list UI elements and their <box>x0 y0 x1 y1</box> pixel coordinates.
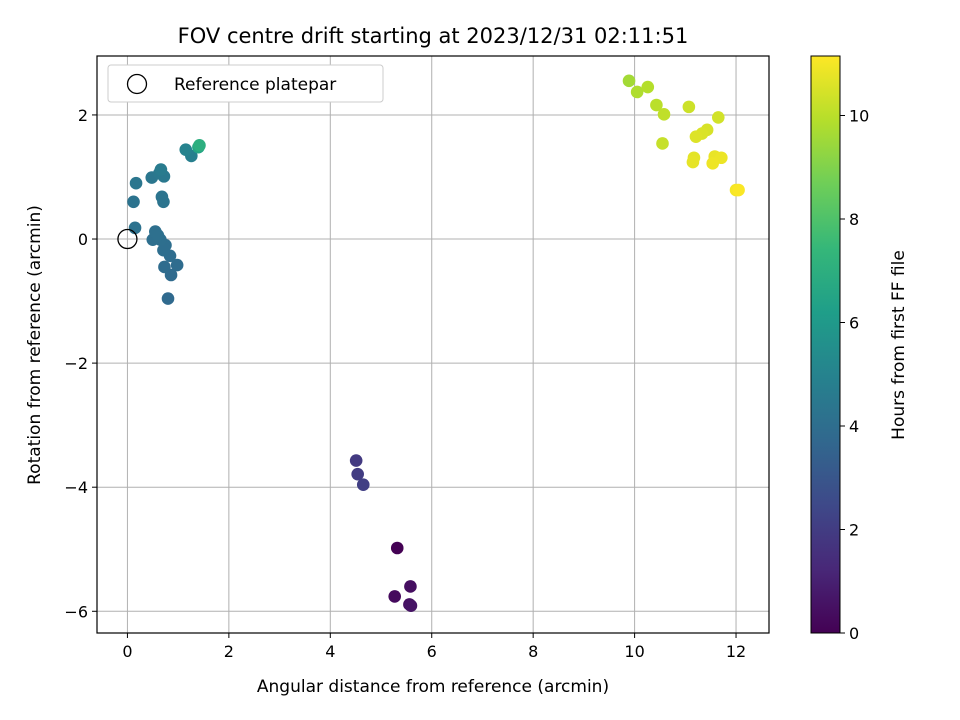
x-axis-ticks: 0 2 4 6 8 10 12 <box>122 633 746 661</box>
scatter-point <box>706 157 720 170</box>
x-tick-label: 10 <box>624 642 644 661</box>
scatter-point <box>656 137 669 150</box>
chart-title: FOV centre drift starting at 2023/12/31 … <box>178 24 689 48</box>
y-tick-label: 2 <box>78 106 88 125</box>
scatter-point <box>349 454 363 467</box>
colorbar-label: Hours from first FF file <box>889 250 909 440</box>
scatter-point <box>711 111 725 124</box>
colorbar-tick-label: 6 <box>849 314 859 333</box>
scatter-point <box>404 580 417 593</box>
plot-frame <box>96 55 770 634</box>
y-tick-label: −2 <box>64 354 88 373</box>
grid-lines <box>97 56 769 633</box>
scatter-point <box>351 467 364 481</box>
scatter-point <box>179 143 193 156</box>
scatter-point <box>170 258 184 272</box>
scatter-point <box>129 176 143 190</box>
scatter-point <box>388 590 402 603</box>
colorbar-ticks: 0 2 4 6 8 10 <box>840 107 869 643</box>
scatter-point <box>193 139 206 152</box>
scatter-point <box>390 541 404 555</box>
colorbar-tick-label: 2 <box>849 521 859 540</box>
y-axis-label: Rotation from reference (arcmin) <box>25 205 45 485</box>
scatter-point <box>161 292 175 305</box>
scatter-point <box>630 85 644 99</box>
colorbar-tick-label: 8 <box>849 210 859 229</box>
x-tick-label: 2 <box>224 642 234 661</box>
y-tick-label: −6 <box>64 602 88 621</box>
x-tick-label: 12 <box>726 642 746 661</box>
scatter-points <box>127 74 745 613</box>
y-tick-label: 0 <box>78 230 88 249</box>
colorbar-tick-label: 10 <box>849 107 869 126</box>
scatter-point <box>155 190 169 204</box>
scatter-point <box>158 260 171 274</box>
scatter-point <box>128 221 142 235</box>
legend-marker-icon <box>126 73 148 95</box>
scatter-point <box>622 74 636 88</box>
x-tick-label: 6 <box>427 642 437 661</box>
scatter-point <box>149 225 162 238</box>
colorbar <box>810 55 841 634</box>
y-axis-ticks: −6 −4 −2 0 2 <box>64 106 97 621</box>
y-tick-label: −4 <box>64 478 88 497</box>
scatter-point <box>641 80 655 94</box>
reference-marker <box>117 228 138 250</box>
scatter-point <box>732 183 745 197</box>
legend-entry-label: Reference platepar <box>174 75 336 95</box>
x-tick-label: 4 <box>325 642 335 661</box>
legend-box <box>107 64 384 103</box>
colorbar-tick-label: 4 <box>849 417 859 436</box>
x-axis-label: Angular distance from reference (arcmin) <box>257 677 609 697</box>
scatter-point <box>682 100 696 114</box>
scatter-point <box>154 163 168 176</box>
legend: Reference platepar <box>107 64 384 103</box>
x-tick-label: 0 <box>122 642 132 661</box>
colorbar-tick-label: 0 <box>849 624 859 643</box>
scatter-point <box>689 130 703 143</box>
scatter-point <box>650 98 663 112</box>
x-tick-label: 8 <box>528 642 538 661</box>
scatter-point <box>356 478 370 492</box>
scatter-point <box>127 195 140 209</box>
scatter-point <box>404 599 418 613</box>
scatter-point <box>657 108 671 121</box>
reference-platepar-marker <box>117 228 138 250</box>
scatter-point <box>686 155 700 169</box>
